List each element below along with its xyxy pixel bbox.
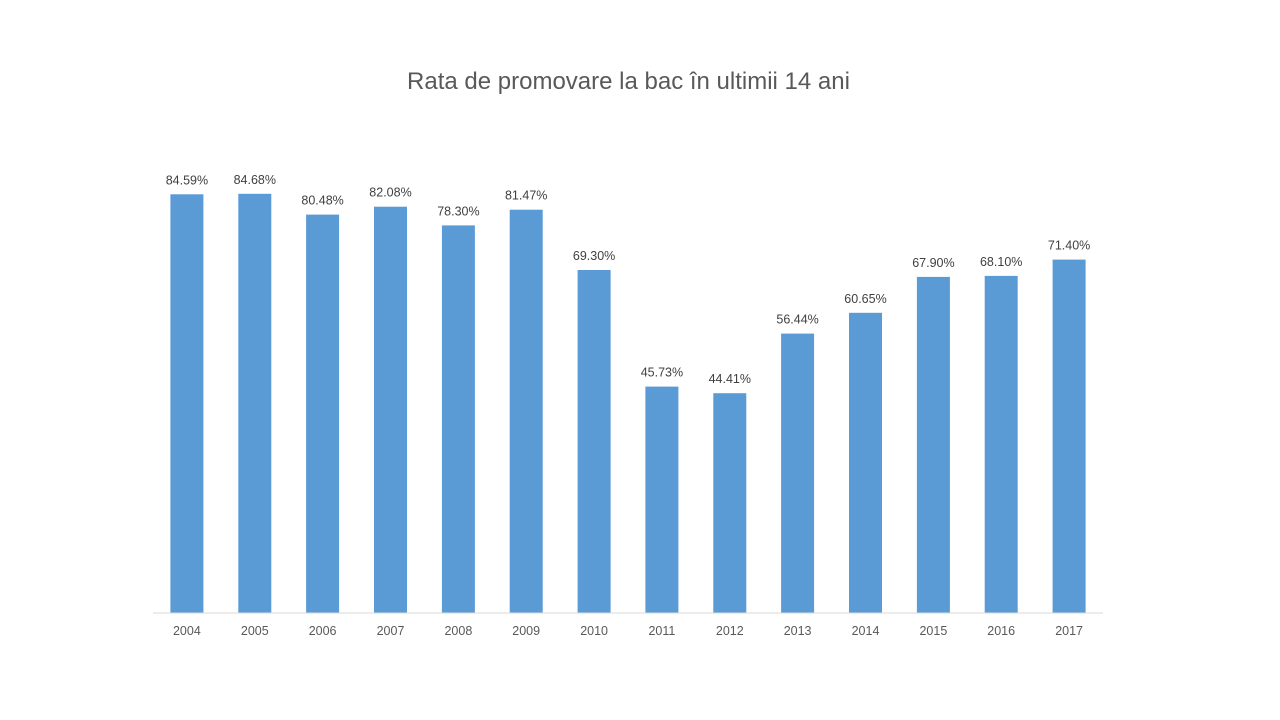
x-tick-label-2007: 2007 (377, 624, 405, 638)
data-labels-group: 84.59% 84.68% 80.48% 82.08% 78.30% 81.47% 69.3… (166, 173, 1091, 386)
data-label-2016: 68.10% (980, 255, 1022, 269)
x-tick-label-2016: 2016 (987, 624, 1015, 638)
x-tick-label-2017: 2017 (1055, 624, 1083, 638)
bars-group (170, 193, 1086, 614)
x-tick-label-2015: 2015 (919, 624, 947, 638)
bar-2017 (1052, 259, 1086, 613)
x-tick-label-2011: 2011 (648, 624, 675, 638)
data-label-2009: 81.47% (505, 189, 547, 203)
bar-2015 (916, 276, 950, 613)
x-tick-labels-group: 2004 2005 2006 2007 2008 2009 2010 2011 2012 2013… (173, 624, 1083, 638)
bar-2005 (238, 193, 272, 614)
x-tick-label-2012: 2012 (716, 624, 744, 638)
data-label-2015: 67.90% (912, 256, 954, 270)
x-tick-label-2005: 2005 (241, 624, 269, 638)
data-label-2017: 71.40% (1048, 239, 1090, 253)
bar-2013 (781, 333, 815, 613)
data-label-2007: 82.08% (369, 186, 411, 200)
x-tick-label-2008: 2008 (444, 624, 472, 638)
bar-2016 (984, 275, 1018, 613)
data-label-2014: 60.65% (844, 292, 886, 306)
data-label-2006: 80.48% (301, 194, 343, 208)
data-label-2008: 78.30% (437, 204, 479, 218)
x-tick-label-2004: 2004 (173, 624, 201, 638)
bar-2011 (645, 386, 679, 613)
bar-2008 (441, 225, 475, 613)
data-label-2004: 84.59% (166, 173, 208, 187)
data-label-2005: 84.68% (234, 173, 276, 187)
x-tick-label-2006: 2006 (309, 624, 337, 638)
data-label-2013: 56.44% (776, 313, 818, 327)
data-label-2012: 44.41% (709, 372, 751, 386)
bar-2012 (713, 393, 747, 613)
bar-2009 (509, 209, 543, 613)
bar-2014 (849, 312, 882, 613)
bar-2004 (170, 194, 204, 614)
x-tick-label-2013: 2013 (784, 624, 812, 638)
bar-2006 (306, 214, 340, 613)
bar-2010 (577, 270, 611, 613)
x-tick-label-2009: 2009 (512, 624, 540, 638)
data-label-2011: 45.73% (641, 366, 683, 380)
x-tick-label-2010: 2010 (580, 624, 608, 638)
data-label-2010: 69.30% (573, 249, 615, 263)
chart-title: Rata de promovare la bac în ultimii 14 a… (407, 68, 850, 95)
bar-2007 (374, 206, 407, 613)
x-tick-label-2014: 2014 (852, 624, 880, 638)
